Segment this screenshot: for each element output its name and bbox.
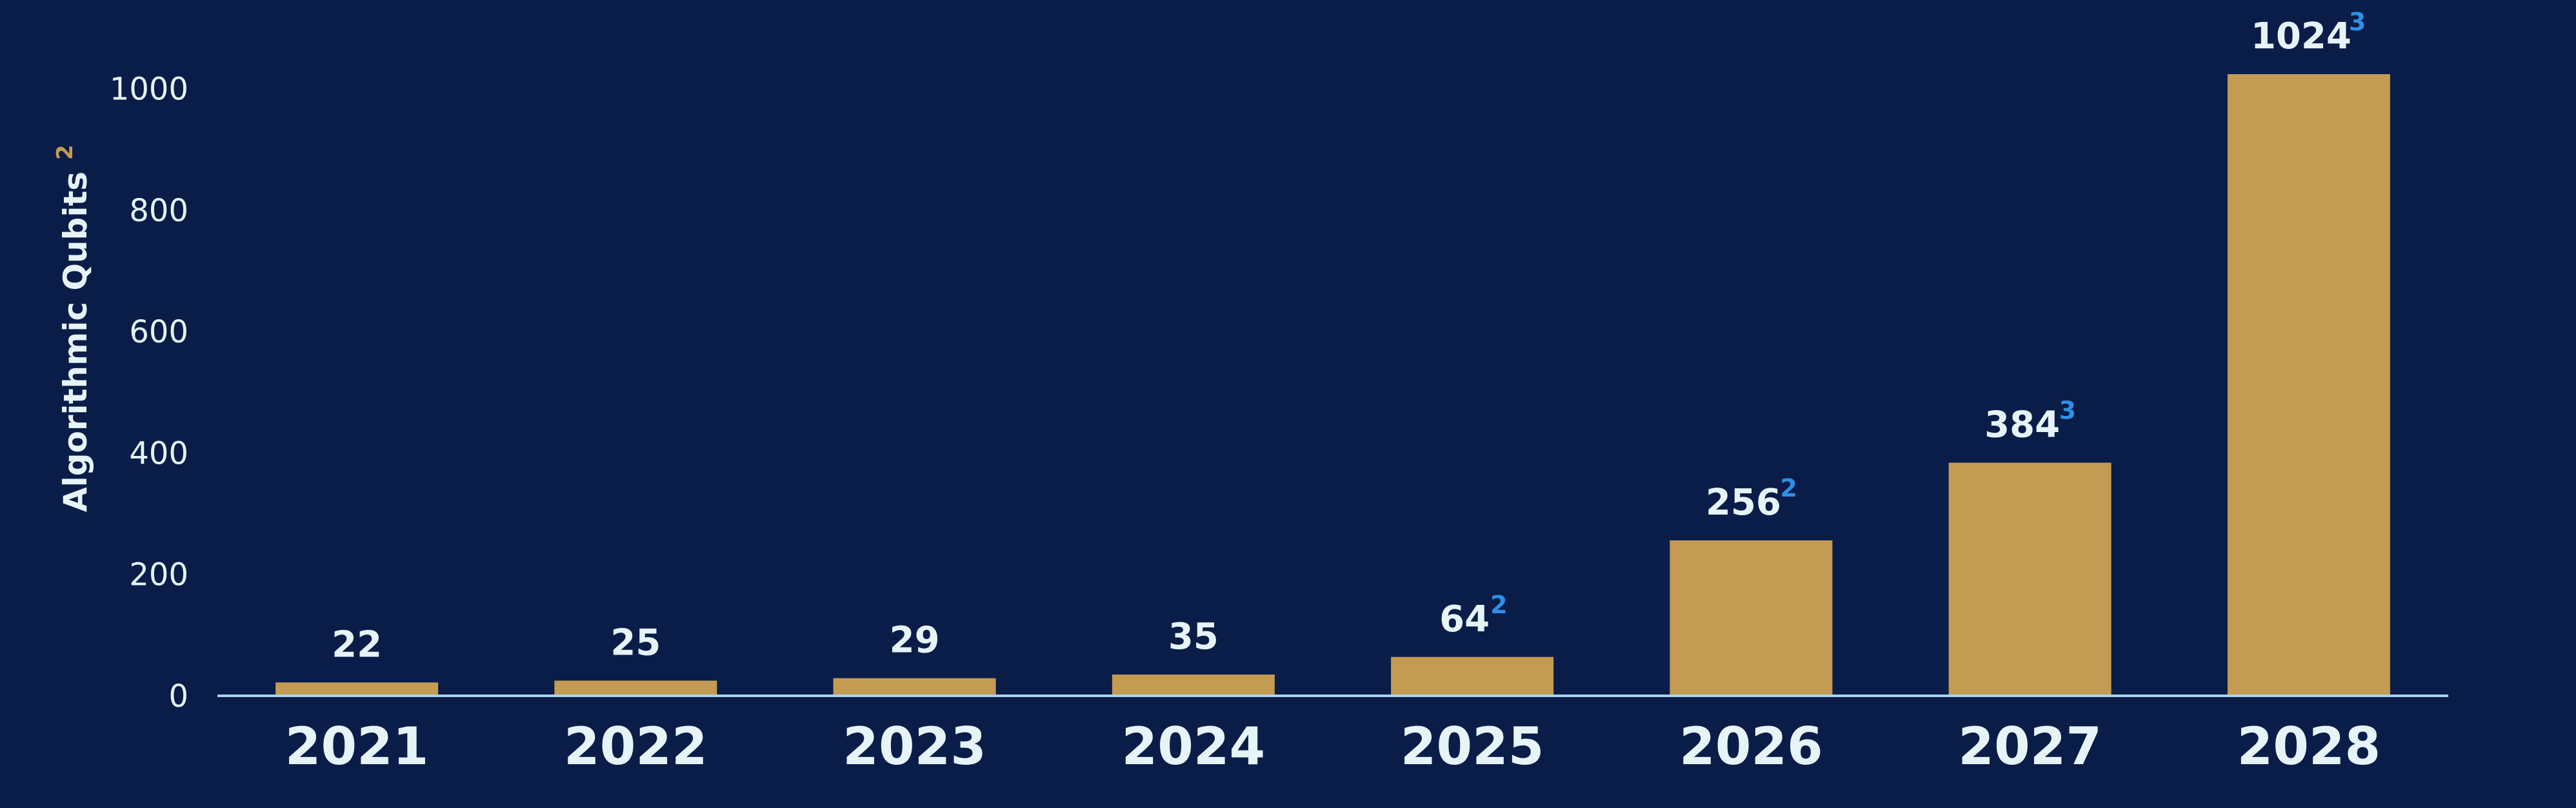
data-label-2023: 29 [890,620,940,662]
x-tick-label-2027: 2027 [1958,716,2102,776]
bar-2024 [1112,675,1275,696]
y-tick-label: 800 [129,193,188,229]
data-label-2027: 384 [1984,404,2060,446]
bars [275,74,2390,696]
bar-2027 [1949,463,2112,696]
data-label-2022: 25 [610,622,661,664]
footnote-marker-2028: 3 [2349,8,2366,36]
x-tick-label-2026: 2026 [1679,716,1823,776]
footnote-marker-2025: 2 [1490,591,1507,619]
y-axis-ticks: 0 200 400 600 800 1000 [110,72,188,714]
data-label-2021: 22 [332,624,382,665]
bar-2023 [834,678,996,696]
bar-2025 [1391,657,1553,696]
x-tick-label-2024: 2024 [1122,716,1266,776]
footnote-marker-2027: 3 [2059,397,2076,425]
footnote-marker-2026: 2 [1780,474,1797,502]
y-axis-label: Algorithmic Qubits [57,172,94,512]
bar-2026 [1670,540,1832,696]
y-tick-label: 1000 [110,72,188,108]
data-label-2024: 35 [1168,616,1219,658]
data-label-2025: 64 [1439,598,1490,640]
data-label-2028: 1024 [2251,15,2351,57]
x-tick-label-2025: 2025 [1401,716,1544,776]
bar-2022 [554,680,717,696]
bar-2021 [275,682,438,696]
x-tick-label-2028: 2028 [2237,716,2381,776]
x-tick-label-2022: 2022 [564,716,708,776]
y-tick-label: 0 [168,678,188,714]
y-tick-label: 400 [129,435,188,471]
x-tick-label-2021: 2021 [285,716,429,776]
x-tick-label-2023: 2023 [843,716,986,776]
x-axis-labels: 2021 2022 2023 2024 2025 2026 2027 2028 [285,716,2381,776]
y-tick-label: 600 [129,314,188,350]
data-label-2026: 256 [1706,482,1781,524]
y-axis-label-footnote: 2 [52,144,78,160]
y-tick-label: 200 [129,557,188,593]
bar-2028 [2228,74,2390,696]
y-axis-title-group: Algorithmic Qubits 2 [52,144,94,512]
